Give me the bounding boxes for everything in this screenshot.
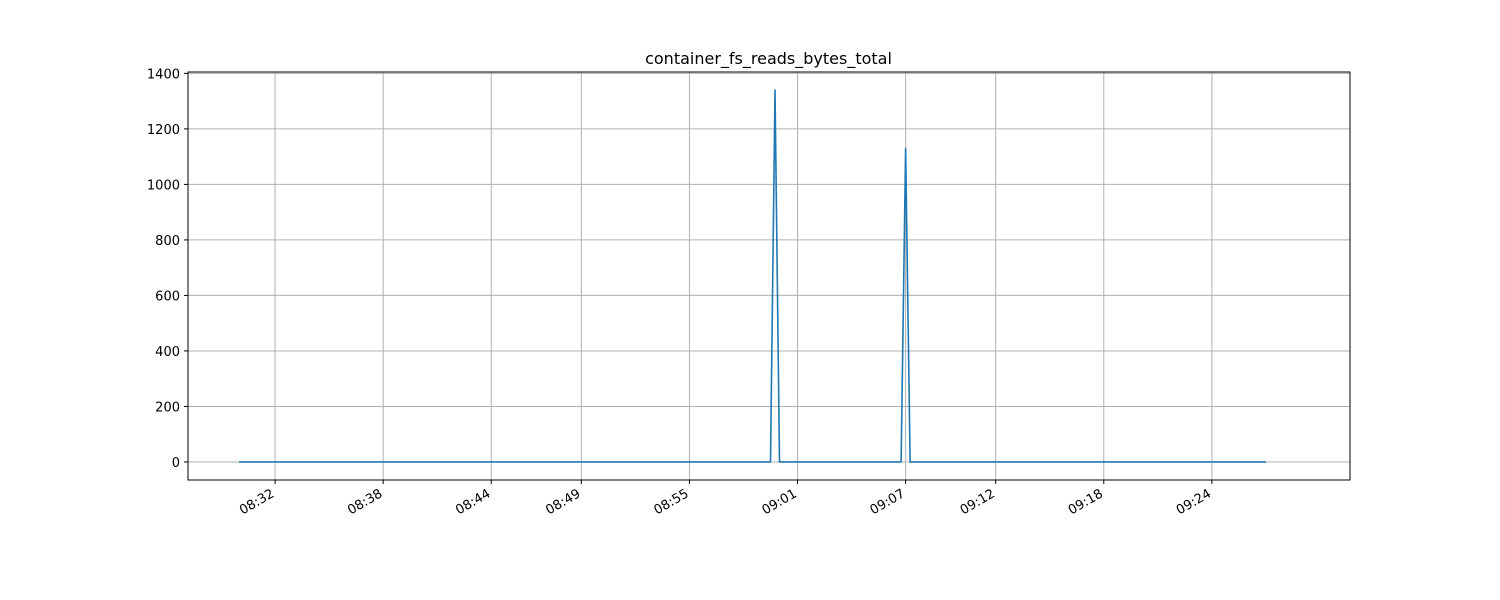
x-tick-label: 08:44 [453,486,493,518]
x-tick-label: 08:49 [543,486,583,518]
y-tick-label: 1000 [147,178,180,193]
x-tick-label: 09:01 [760,486,800,518]
y-tick-label: 600 [155,289,180,304]
x-tick-label: 08:32 [237,486,277,518]
y-axis: 0 200 400 600 800 1000 1200 1400 [147,67,188,471]
y-tick-label: 0 [172,456,180,471]
x-tick-label: 09:24 [1174,486,1214,518]
y-tick-label: 1200 [147,123,180,138]
x-tick-label: 09:07 [868,486,908,518]
y-tick-label: 1400 [147,67,180,82]
y-tick-label: 800 [155,234,180,249]
chart-title: container_fs_reads_bytes_total [645,49,892,69]
plot-area [239,89,1266,463]
axes-frame [187,71,1351,481]
x-tick-label: 08:38 [345,486,385,518]
x-tick-label: 09:12 [958,486,998,518]
y-tick-label: 400 [155,345,180,360]
x-axis: 08:32 08:38 08:44 08:49 08:55 09:01 09:07 09:12… [237,480,1214,518]
x-tick-label: 08:55 [651,486,691,518]
grid [188,72,1350,480]
series-line [239,89,1266,463]
x-tick-label: 09:18 [1066,486,1106,518]
y-tick-label: 200 [155,400,180,415]
